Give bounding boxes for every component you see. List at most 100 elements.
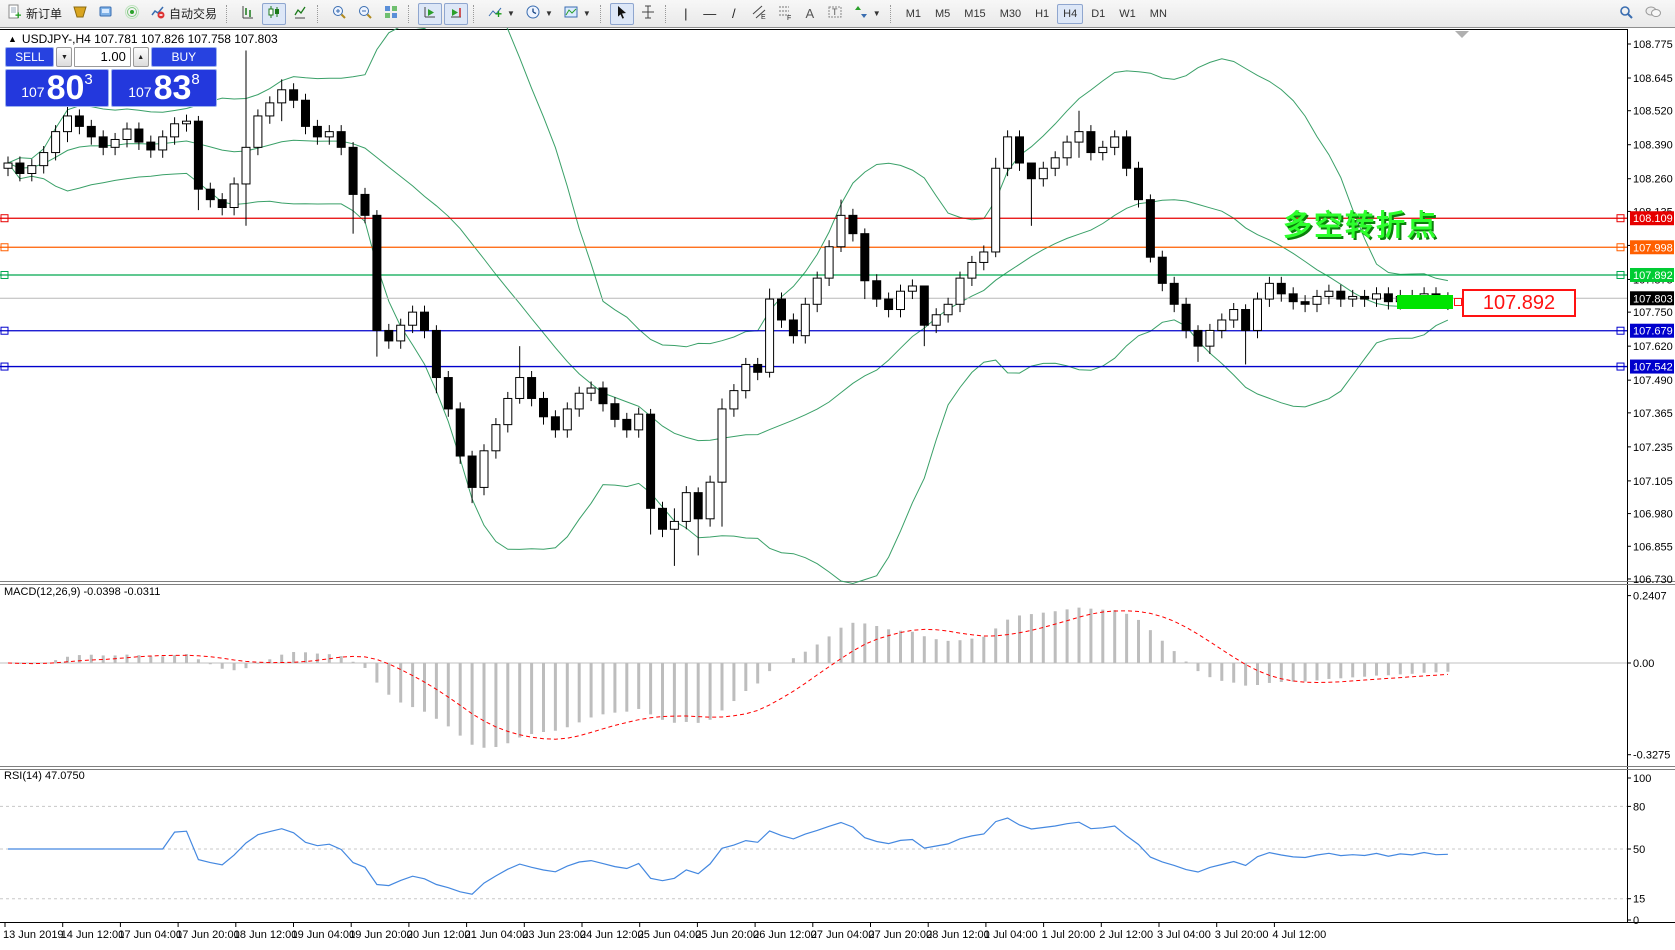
volume-decrease-button[interactable]: ▼	[56, 47, 73, 67]
svg-text:108.260: 108.260	[1633, 174, 1673, 186]
terminal-icon	[98, 4, 114, 23]
time-label: 20 Jun 12:00	[407, 929, 471, 941]
green-band-rectangle[interactable]	[1397, 295, 1453, 309]
chart-shift-button[interactable]	[444, 2, 469, 25]
price-line-labels: 108.109 107.998 107.892 107.803 107.679 107.5…	[1630, 211, 1674, 374]
dropdown-caret-icon: ▼	[507, 9, 515, 18]
equidistant-channel-button[interactable]: E	[747, 3, 771, 25]
svg-text:108.775: 108.775	[1633, 39, 1673, 51]
auto-scroll-icon	[422, 4, 438, 23]
sell-price-handle: 107	[21, 84, 45, 100]
svg-text:T: T	[832, 7, 838, 17]
signals-icon	[124, 4, 140, 23]
time-label: 28 Jun 12:00	[926, 929, 990, 941]
fibonacci-button[interactable]: F	[773, 3, 797, 25]
candlesticks	[3, 50, 1453, 566]
svg-text:106.855: 106.855	[1633, 541, 1673, 553]
cursor-button[interactable]	[609, 2, 634, 25]
search-button[interactable]	[1614, 3, 1638, 25]
rsi-label: RSI(14) 47.0750	[4, 770, 85, 782]
timeframe-button[interactable]: M1	[905, 7, 921, 20]
buy-button[interactable]: BUY	[150, 47, 217, 67]
line-chart-button[interactable]	[288, 3, 312, 25]
time-label: 25 Jun 20:00	[695, 929, 759, 941]
chart-canvas[interactable]: 108.775 108.645 108.520 108.390 108.260 108.1…	[0, 28, 1675, 950]
search-icon	[1618, 4, 1634, 23]
candlestick-chart-button[interactable]	[262, 2, 287, 25]
time-label: 1 Jul 20:00	[1042, 929, 1096, 941]
annotation-text[interactable]: 多空转折点	[1283, 210, 1439, 242]
periods-button[interactable]: ▼	[521, 3, 557, 25]
collapse-panel-icon[interactable]: ▲	[8, 34, 17, 44]
zoom-out-button[interactable]	[353, 3, 377, 25]
history-center-button[interactable]	[68, 3, 92, 25]
svg-text:107.235: 107.235	[1633, 442, 1673, 454]
timeframe-button[interactable]: M15	[964, 7, 986, 20]
scroll-position-marker[interactable]	[1455, 31, 1469, 38]
text-button[interactable]: A	[799, 3, 821, 25]
text-icon: A	[805, 6, 815, 21]
time-label: 23 Jun 23:00	[522, 929, 586, 941]
svg-text:50: 50	[1633, 844, 1645, 856]
bar-chart-button[interactable]	[236, 3, 260, 25]
horizontal-line-button[interactable]: —	[699, 3, 721, 25]
chart-symbol-header: ▲ USDJPY-,H4 107.781 107.826 107.758 107…	[8, 32, 278, 46]
fibonacci-icon: F	[777, 4, 793, 23]
price-axis[interactable]: 108.775 108.645 108.520 108.390 108.260 108.1…	[1627, 39, 1673, 586]
timeframe-button[interactable]: M5	[935, 7, 951, 20]
templates-button[interactable]: ▼	[559, 3, 595, 25]
svg-text:107.365: 107.365	[1633, 408, 1673, 420]
tile-windows-button[interactable]	[379, 3, 403, 25]
timeframe-button[interactable]: H1	[1035, 7, 1050, 20]
vertical-line-button[interactable]: |	[675, 3, 697, 25]
svg-text:F: F	[787, 15, 791, 20]
dropdown-caret-icon: ▼	[582, 9, 591, 18]
terminal-button[interactable]	[94, 3, 118, 25]
dropdown-caret-icon: ▼	[872, 9, 881, 18]
svg-text:0.2407: 0.2407	[1633, 591, 1667, 603]
signals-button[interactable]	[120, 3, 144, 25]
candlestick-icon	[266, 4, 282, 23]
timeframe-button[interactable]: M30	[999, 7, 1022, 20]
indicators-button[interactable]: + ▼	[483, 3, 519, 25]
chat-button[interactable]	[1640, 3, 1666, 25]
zoom-in-button[interactable]	[327, 3, 351, 25]
price-label-107.892: 107.892	[1633, 270, 1673, 282]
toolbar-separator	[889, 4, 895, 23]
pane-borders	[0, 29, 1675, 923]
tile-windows-icon	[383, 4, 399, 23]
text-label-button[interactable]: T	[823, 3, 847, 25]
time-label: 27 Jun 20:00	[869, 929, 933, 941]
sell-button[interactable]: SELL	[5, 47, 55, 67]
svg-text:108.520: 108.520	[1633, 106, 1673, 118]
trendline-icon: /	[731, 6, 736, 21]
volume-increase-button[interactable]: ▲	[132, 47, 149, 67]
arrows-button[interactable]: ▼	[849, 3, 885, 25]
trendline-button[interactable]: /	[723, 3, 745, 25]
sell-price-display[interactable]: 107 80 3	[5, 69, 109, 107]
timeframe-button[interactable]: D1	[1091, 7, 1106, 20]
timeframe-button[interactable]: MN	[1149, 7, 1167, 20]
price-callout-box[interactable]: 107.892	[1462, 289, 1576, 317]
chart-window: 108.775 108.645 108.520 108.390 108.260 108.1…	[0, 28, 1675, 950]
zoom-out-icon	[357, 4, 373, 23]
templates-icon	[563, 4, 579, 23]
gold-funnel-icon	[72, 4, 88, 23]
one-click-trading-panel: SELL ▼ 1.00 ▲ BUY 107 80 3 107 83 8	[5, 47, 217, 107]
toolbar-separator	[226, 4, 231, 23]
timeframe-button[interactable]: W1	[1119, 7, 1136, 20]
price-label-107.803: 107.803	[1633, 293, 1673, 305]
arrows-icon	[853, 4, 869, 23]
buy-price-display[interactable]: 107 83 8	[111, 69, 217, 107]
timeframe-button[interactable]: H4	[1057, 3, 1084, 24]
new-order-button[interactable]: + 新订单	[3, 3, 66, 25]
crosshair-button[interactable]	[636, 3, 660, 25]
time-label: 17 Jun 20:00	[176, 929, 240, 941]
autotrading-button[interactable]: 自动交易	[146, 3, 221, 25]
auto-scroll-button[interactable]	[418, 2, 443, 25]
toolbar-right-group	[1613, 3, 1667, 25]
time-label: 26 Jun 12:00	[753, 929, 817, 941]
volume-input[interactable]: 1.00	[74, 47, 131, 67]
